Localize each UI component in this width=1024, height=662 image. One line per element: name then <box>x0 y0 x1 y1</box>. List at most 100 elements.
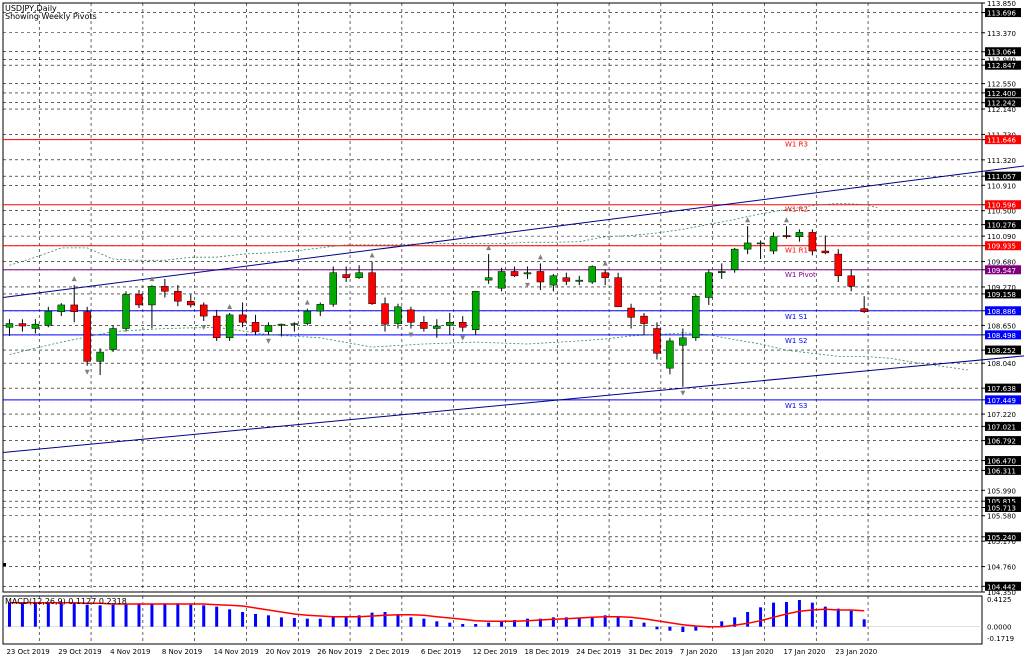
price-tick-label: 107.220 <box>987 411 1016 419</box>
pivot-label: W1 R3 <box>785 141 808 149</box>
macd-bar <box>862 619 866 627</box>
fractal-markers <box>71 217 789 396</box>
macd-bar <box>487 622 491 627</box>
candle-body <box>730 248 739 270</box>
macd-bar <box>409 617 413 627</box>
macd-bar <box>7 602 11 627</box>
price-tick-label: 112.140 <box>987 106 1016 114</box>
macd-bar <box>215 606 219 627</box>
price-tag-box <box>985 456 1021 466</box>
price-tag-label: 112.242 <box>987 100 1016 108</box>
time-label: 12 Dec 2019 <box>473 648 518 656</box>
candle-body <box>575 279 584 282</box>
pivot-label: W1 S2 <box>785 337 808 345</box>
fractal-up-marker <box>149 276 155 282</box>
macd-bar <box>513 620 517 627</box>
macd-bar <box>344 616 348 627</box>
candle-body <box>821 250 830 254</box>
time-label: 13 Jan 2020 <box>732 648 774 656</box>
candlestick-series <box>5 226 868 387</box>
price-tag-box <box>985 502 1021 512</box>
price-tick-label: 104.350 <box>987 589 1016 597</box>
candle-body <box>640 315 648 324</box>
macd-axis: 0.4125 0.0000 -0.1719 <box>987 596 1014 643</box>
candle-body <box>717 271 726 273</box>
price-tick-label: 112.550 <box>987 81 1016 89</box>
price-tag-box <box>985 88 1021 98</box>
candle-body <box>161 286 169 292</box>
candle-body <box>381 303 389 325</box>
fractal-up-marker <box>369 252 375 258</box>
candle-body <box>562 277 571 282</box>
upper-envelope <box>9 202 878 266</box>
pivot-label: W1 R1 <box>785 247 808 255</box>
macd-bar <box>150 603 154 627</box>
price-tick-label: 109.270 <box>987 284 1016 292</box>
price-tag-box <box>985 436 1021 446</box>
time-label: 6 Dec 2019 <box>421 648 461 656</box>
macd-bar <box>772 602 776 627</box>
pivot-subtitle: Showing Weekly Pivots <box>5 12 97 21</box>
price-tick-label: 110.090 <box>987 233 1016 241</box>
price-tag-label: 108.886 <box>987 308 1016 316</box>
candle-body <box>653 328 661 354</box>
fractal-up-marker <box>227 304 233 309</box>
macd-bar <box>564 617 568 627</box>
candle-body <box>342 274 350 278</box>
price-tag-label: 111.057 <box>987 173 1016 181</box>
candle-body <box>238 314 247 323</box>
macd-bar <box>189 604 193 627</box>
candle-body <box>549 275 558 286</box>
price-tag-box <box>985 241 1021 251</box>
price-tag-label: 107.021 <box>987 423 1016 431</box>
price-tag-label: 107.449 <box>987 397 1016 405</box>
fractal-down-marker <box>680 390 686 396</box>
macd-bar <box>733 617 737 627</box>
fractal-up-marker <box>71 276 77 282</box>
price-tag-label: 109.158 <box>987 291 1016 299</box>
macd-bar <box>849 610 853 627</box>
candle-body <box>122 294 130 329</box>
left-marker <box>3 563 6 566</box>
price-tag-label: 113.064 <box>987 49 1016 57</box>
macd-bar <box>254 614 258 627</box>
time-label: 14 Nov 2019 <box>214 648 259 656</box>
candle-body <box>782 235 791 237</box>
macd-bar <box>836 608 840 627</box>
price-tag-label: 105.240 <box>987 534 1016 542</box>
candle-body <box>523 272 532 275</box>
macd-bar <box>111 604 115 627</box>
macd-bar <box>241 612 245 627</box>
candle-body <box>355 272 363 278</box>
vertical-grid <box>38 3 869 592</box>
candle-body <box>316 304 325 312</box>
price-tag-box <box>985 345 1021 355</box>
candle-body <box>860 308 868 313</box>
price-tag-label: 110.276 <box>987 222 1016 230</box>
macd-grid <box>3 596 982 644</box>
candle-body <box>536 271 545 283</box>
macd-bar <box>318 618 322 627</box>
candle-body <box>199 304 208 317</box>
candle-body <box>756 242 765 245</box>
price-tag-box <box>985 581 1021 591</box>
macd-bar <box>292 618 296 627</box>
macd-bar <box>720 621 724 627</box>
time-label: 23 Jan 2020 <box>835 648 877 656</box>
time-label: 8 Nov 2019 <box>162 648 202 656</box>
price-tick-label: 105.170 <box>987 538 1016 546</box>
price-tag-label: 112.400 <box>987 90 1016 98</box>
candle-body <box>135 294 143 306</box>
price-tick-label: 108.040 <box>987 360 1016 368</box>
candle-body <box>83 311 91 362</box>
time-label: 2 Dec 2019 <box>369 648 409 656</box>
candle-body <box>433 325 441 329</box>
candle-body <box>834 253 843 277</box>
price-tick-label: 110.500 <box>987 208 1016 216</box>
macd-bar <box>746 612 750 627</box>
candle-body <box>70 304 78 313</box>
candle-body <box>420 322 428 329</box>
price-tag-label: 109.547 <box>987 267 1016 275</box>
price-tag-label: 107.638 <box>987 385 1016 393</box>
